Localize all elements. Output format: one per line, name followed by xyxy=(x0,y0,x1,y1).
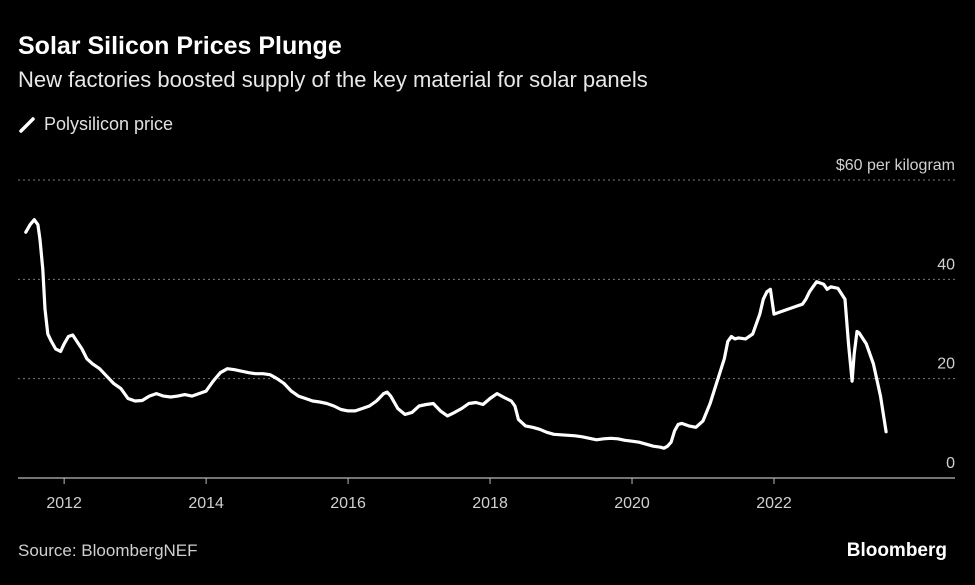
x-axis: 2012 2014 2016 2018 2020 2022 xyxy=(18,477,955,512)
chart-title: Solar Silicon Prices Plunge xyxy=(18,32,342,60)
bloomberg-logo: Bloomberg xyxy=(846,540,947,561)
y-tick-label: 0 xyxy=(946,455,955,472)
legend: Polysilicon price xyxy=(18,114,173,135)
x-tick-label: 2012 xyxy=(46,495,82,512)
y-tick-label: $60 per kilogram xyxy=(836,157,955,174)
source-note: Source: BloombergNEF xyxy=(18,541,198,560)
x-tick-label: 2016 xyxy=(330,495,366,512)
legend-line-icon xyxy=(19,116,35,133)
series-layer xyxy=(24,218,888,450)
x-tick-label: 2020 xyxy=(614,495,650,512)
x-tick-label: 2018 xyxy=(472,495,508,512)
chart-subtitle: New factories boosted supply of the key … xyxy=(18,67,648,92)
x-tick-label: 2022 xyxy=(756,495,792,512)
legend-label: Polysilicon price xyxy=(44,114,174,134)
y-tick-label: 20 xyxy=(937,356,955,373)
gridlines: 0 20 40 $60 per kilogram xyxy=(18,157,955,472)
series-line-polysilicon-price xyxy=(24,218,888,450)
x-tick-label: 2014 xyxy=(188,495,224,512)
y-tick-label: 40 xyxy=(937,256,955,273)
